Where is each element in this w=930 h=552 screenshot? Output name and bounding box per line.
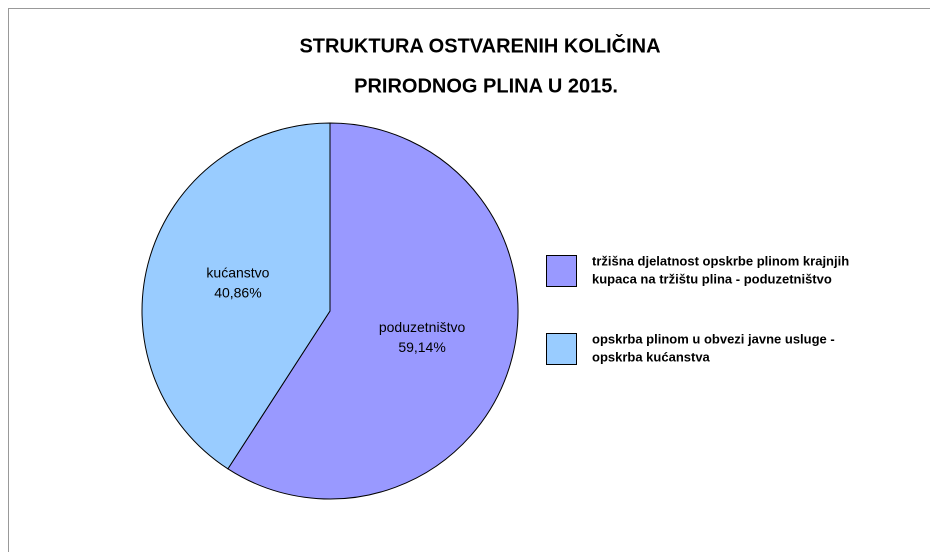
slice-category: poduzetništvo bbox=[379, 319, 466, 335]
legend-swatch bbox=[546, 333, 577, 365]
legend-text: kupaca na tržištu plina - poduzetništvo bbox=[592, 271, 832, 286]
pie-slice bbox=[227, 122, 519, 500]
chart-title: STRUKTURA OSTVARENIH KOLIČINA bbox=[299, 33, 660, 57]
slice-category: kućanstvo bbox=[206, 265, 269, 281]
legend-text: opskrba plinom u obvezi javne usluge - bbox=[592, 331, 835, 346]
legend-text: tržišna djelatnost opskrbe plinom krajnj… bbox=[592, 253, 849, 268]
pie-slice bbox=[141, 122, 331, 470]
chart-title: PRIRODNOG PLINA U 2015. bbox=[354, 75, 618, 97]
legend-text: opskrba kućanstva bbox=[592, 349, 711, 364]
slice-value: 59,14% bbox=[398, 339, 445, 355]
legend-swatch bbox=[546, 255, 577, 287]
slice-value: 40,86% bbox=[214, 285, 261, 301]
